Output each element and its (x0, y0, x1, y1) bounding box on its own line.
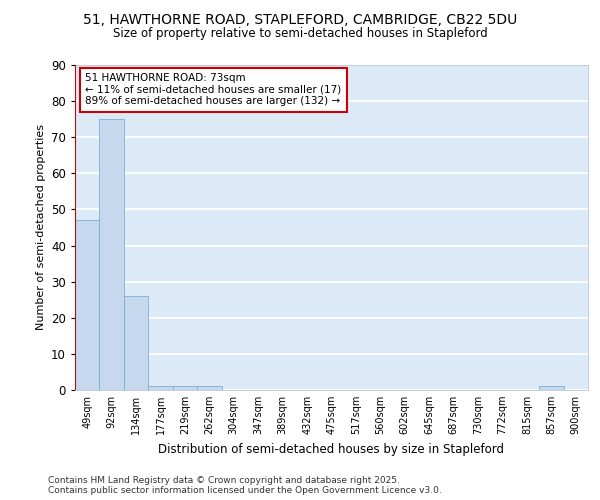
X-axis label: Distribution of semi-detached houses by size in Stapleford: Distribution of semi-detached houses by … (158, 442, 505, 456)
Text: 51 HAWTHORNE ROAD: 73sqm
← 11% of semi-detached houses are smaller (17)
89% of s: 51 HAWTHORNE ROAD: 73sqm ← 11% of semi-d… (85, 73, 341, 106)
Bar (173, 386, 197, 390)
Bar (75, 220, 100, 390)
Bar (539, 386, 563, 390)
Bar (197, 386, 221, 390)
Text: 51, HAWTHORNE ROAD, STAPLEFORD, CAMBRIDGE, CB22 5DU: 51, HAWTHORNE ROAD, STAPLEFORD, CAMBRIDG… (83, 12, 517, 26)
Y-axis label: Number of semi-detached properties: Number of semi-detached properties (35, 124, 46, 330)
Bar (148, 386, 173, 390)
Text: Contains HM Land Registry data © Crown copyright and database right 2025.
Contai: Contains HM Land Registry data © Crown c… (48, 476, 442, 495)
Bar (124, 296, 148, 390)
Text: Size of property relative to semi-detached houses in Stapleford: Size of property relative to semi-detach… (113, 28, 487, 40)
Bar (100, 119, 124, 390)
